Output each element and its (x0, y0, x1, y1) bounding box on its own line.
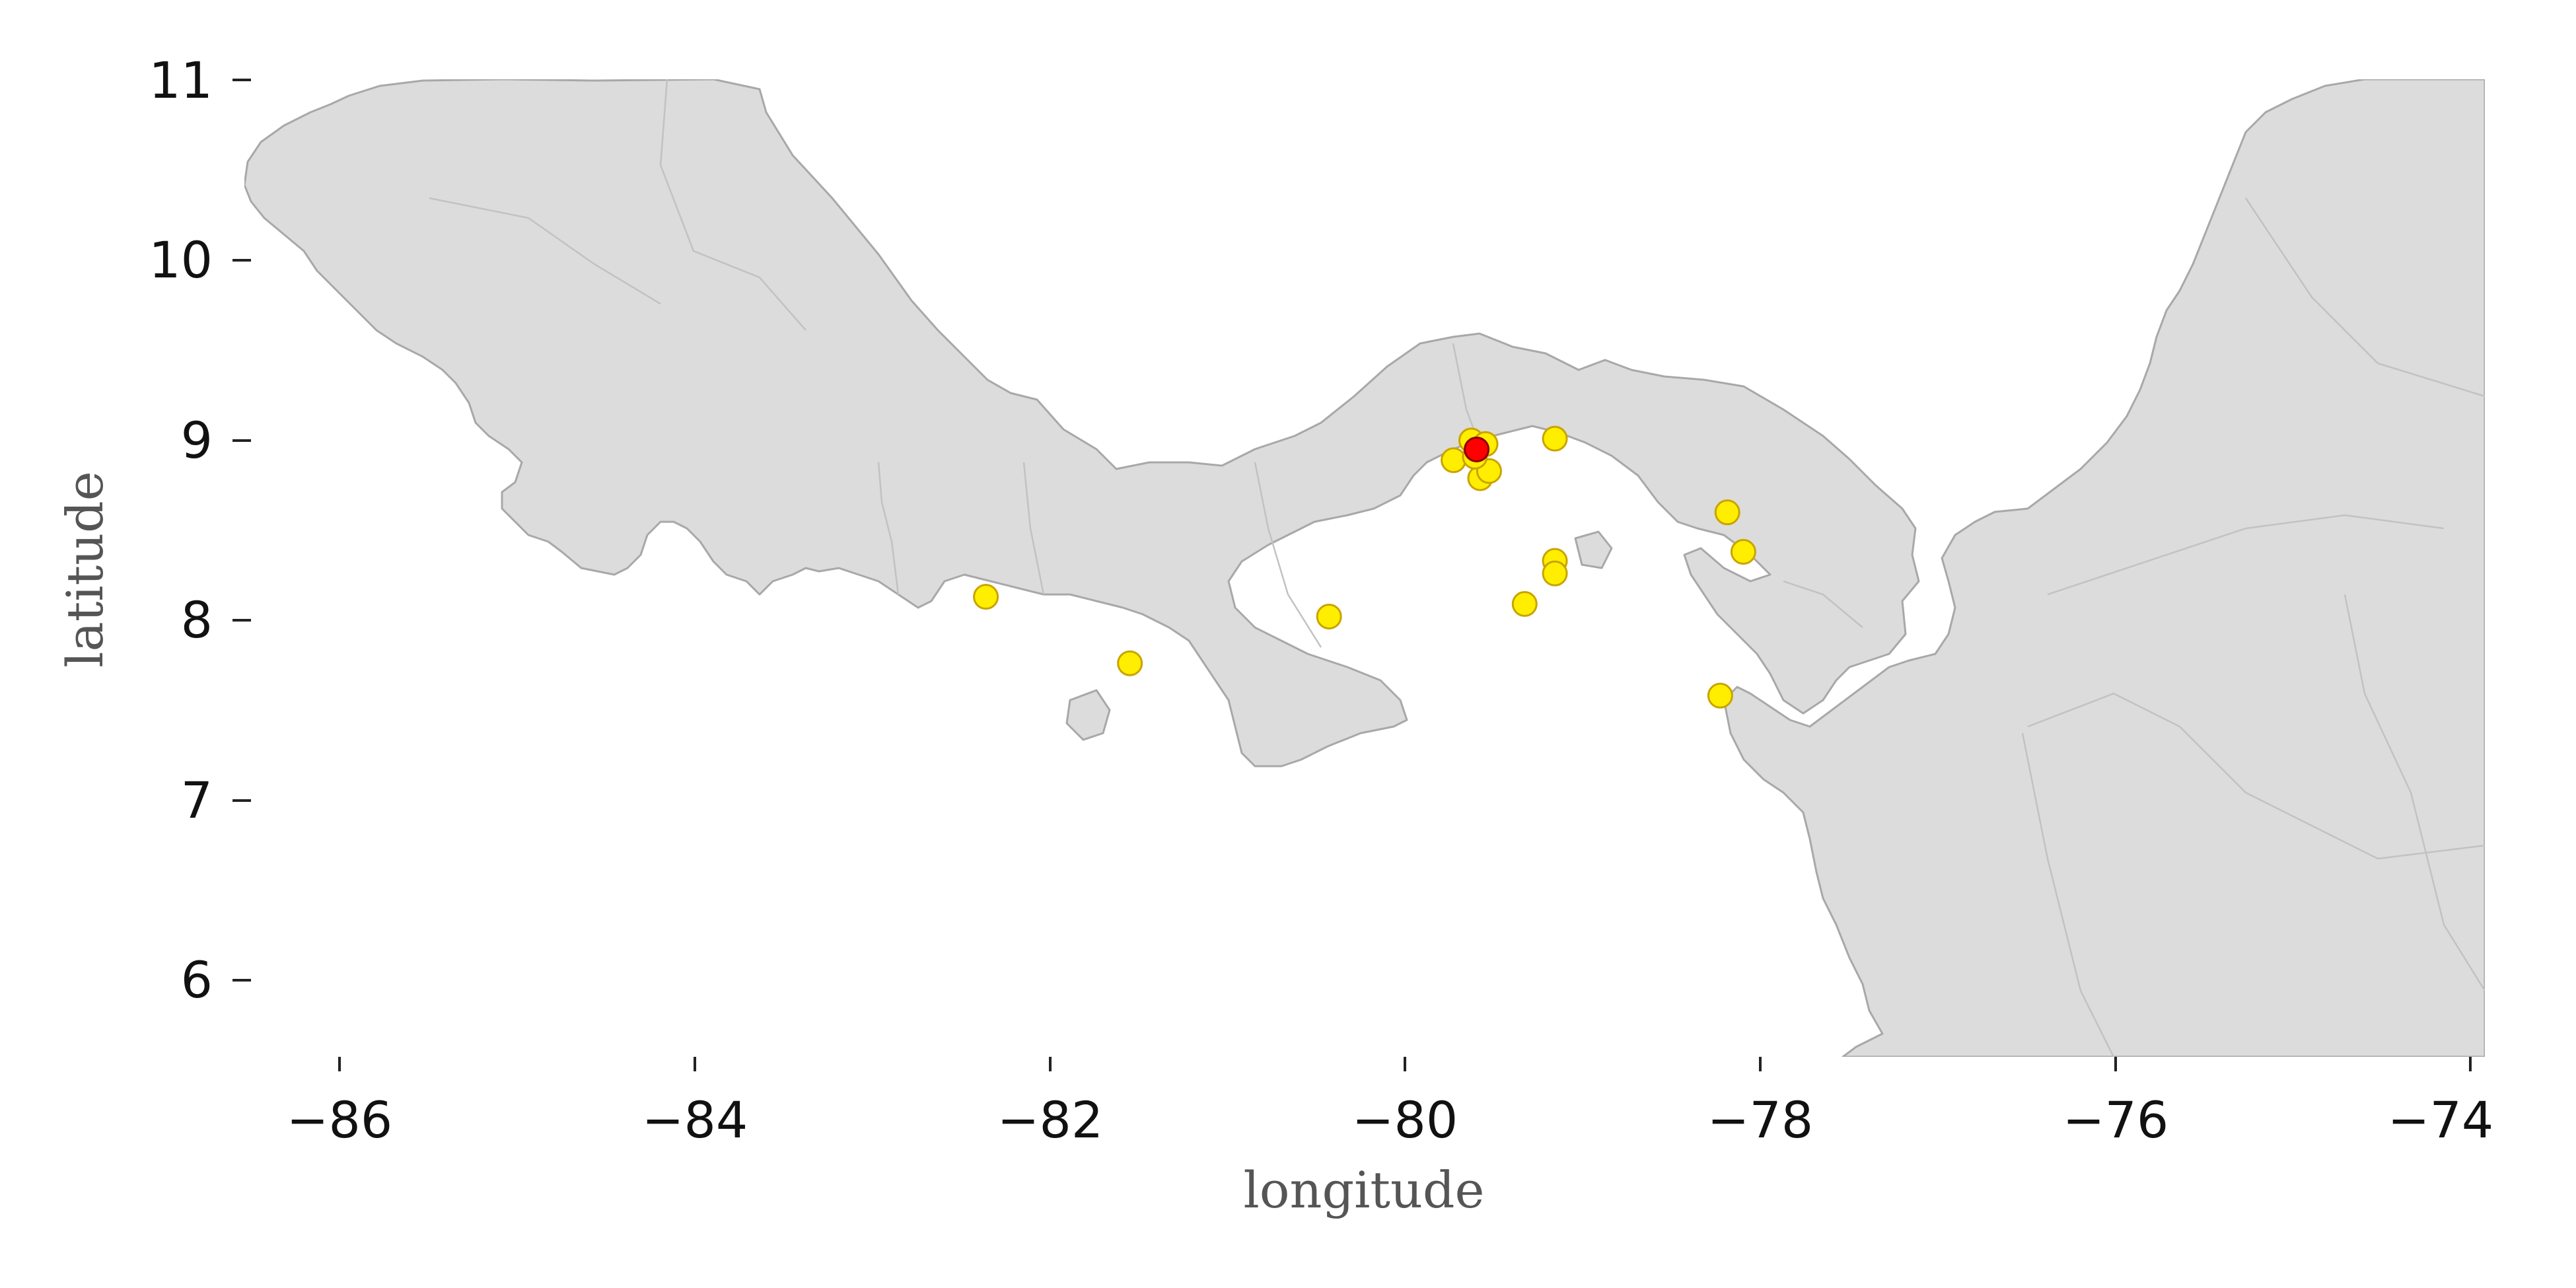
admin-border-1 (659, 79, 806, 331)
x-tick-label: −78 (1707, 1091, 1813, 1149)
x-axis: −86 −84 −82 −80 −78 −76 −74 longitude (287, 1057, 2493, 1219)
x-tick-label: −84 (642, 1091, 748, 1149)
location-point (1117, 650, 1143, 676)
y-axis-title: latitude (55, 471, 114, 668)
highlight-point (1464, 436, 1490, 462)
location-point (1730, 539, 1756, 565)
admin-border-3 (1022, 462, 1045, 595)
x-axis-title: longitude (1243, 1161, 1484, 1219)
y-tick-label: 6 (181, 950, 213, 1009)
central-america-land (244, 79, 1920, 768)
x-tick-label: −86 (287, 1091, 392, 1149)
admin-border-6 (1783, 580, 1863, 628)
x-tick-label: −76 (2063, 1091, 2168, 1149)
admin-border-8 (2047, 514, 2445, 596)
location-point (1316, 603, 1342, 629)
pearl-islands (1574, 530, 1613, 569)
location-point (1441, 447, 1467, 474)
x-tick-label: −74 (2388, 1091, 2493, 1149)
admin-border-9 (2021, 733, 2115, 1057)
admin-border-10 (2244, 197, 2485, 398)
location-point (1542, 560, 1568, 587)
admin-border-2 (429, 197, 661, 305)
y-tick-label: 11 (149, 51, 213, 110)
location-point (1542, 425, 1568, 452)
basemap (244, 79, 2485, 1057)
admin-border-7 (2027, 692, 2485, 860)
colombia-land (1723, 79, 2485, 1057)
points-layer (973, 425, 1756, 709)
admin-border-11 (2343, 594, 2485, 991)
location-point (1511, 590, 1538, 617)
coiba-island (1065, 689, 1111, 741)
y-tick-label: 9 (181, 411, 213, 470)
admin-border-4 (1254, 462, 1322, 648)
location-point (1707, 682, 1733, 709)
x-tick-label: −82 (997, 1091, 1103, 1149)
y-axis: 6 7 8 9 10 11 latitude (55, 51, 251, 1009)
y-tick-label: 8 (181, 590, 213, 649)
x-tick-label: −80 (1352, 1091, 1458, 1149)
y-tick-label: 7 (181, 771, 213, 830)
costa-rica-panama-border (877, 462, 900, 595)
location-point (1714, 499, 1740, 526)
y-tick-label: 10 (149, 231, 213, 289)
location-point (973, 584, 999, 610)
